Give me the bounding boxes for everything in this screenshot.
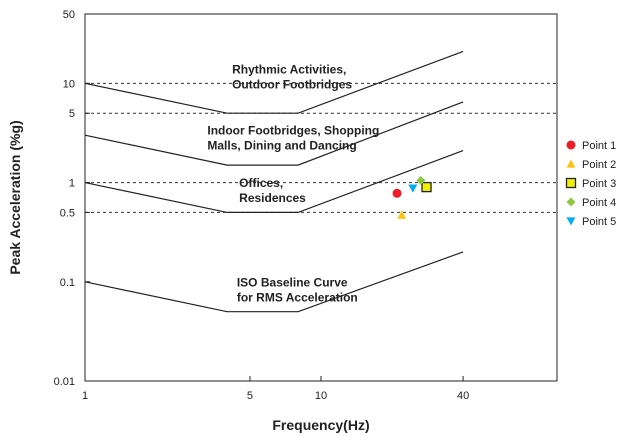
x-axis-title: Frequency(Hz) [272,417,369,433]
curve-label-1-1: Malls, Dining and Dancing [207,139,356,153]
legend-label-5: Point 5 [582,216,616,228]
data-point-5 [408,184,418,193]
curve-labels: Rhythmic Activities,Outdoor Footbridges I… [207,63,379,305]
grid-lines [85,82,557,213]
x-tick-label-2: 10 [315,390,327,402]
y-tick-label-1: 0.1 [60,277,75,289]
curve-label-2-0: Offices, [239,176,283,190]
limit-curve-0 [84,50,464,114]
curve-label-2-1: Residences [239,191,306,205]
y-tick-label-5: 10 [63,78,75,90]
limit-curves [84,50,464,313]
legend-marker-1 [566,140,576,150]
y-tick-label-0: 0.01 [54,376,75,388]
limit-curve-3 [84,251,464,313]
data-point-3 [421,181,432,193]
legend-marker-2 [566,159,576,168]
x-tick-label-1: 5 [247,390,253,402]
x-axis-ticks: 1 5 10 40 [82,376,469,402]
data-point-4 [416,175,426,185]
y-tick-label-4: 5 [69,108,75,120]
curve-label-0-0: Rhythmic Activities, [232,63,346,77]
legend: Point 1 Point 2 Point 3 Point 4 Point 5 [565,140,616,228]
limit-curve-2 [84,150,464,213]
curve-label-1-0: Indoor Footbridges, Shopping [207,124,379,138]
curve-label-0-1: Outdoor Footbridges [232,78,352,92]
curve-label-3-0: ISO Baseline Curve [237,275,348,289]
x-tick-label-0: 1 [82,390,88,402]
limit-curve-1 [84,101,464,166]
y-axis-ticks: 0.01 0.1 0.5 1 5 10 50 [54,9,90,388]
legend-label-4: Point 4 [582,197,616,209]
legend-marker-5 [566,217,576,226]
y-tick-label-2: 0.5 [60,207,75,219]
legend-label-2: Point 2 [582,159,616,171]
data-point-1 [392,188,402,198]
y-tick-label-6: 50 [63,9,75,21]
legend-label-1: Point 1 [582,140,616,152]
data-point-2 [397,210,407,219]
x-tick-label-3: 40 [457,390,469,402]
data-points [392,175,432,219]
y-tick-label-3: 1 [69,178,75,190]
legend-marker-4 [566,197,576,207]
curve-label-3-1: for RMS Acceleration [237,290,358,304]
legend-label-3: Point 3 [582,178,616,190]
y-axis-title: Peak Acceleration (%g) [7,120,23,274]
legend-marker-3 [565,177,577,189]
